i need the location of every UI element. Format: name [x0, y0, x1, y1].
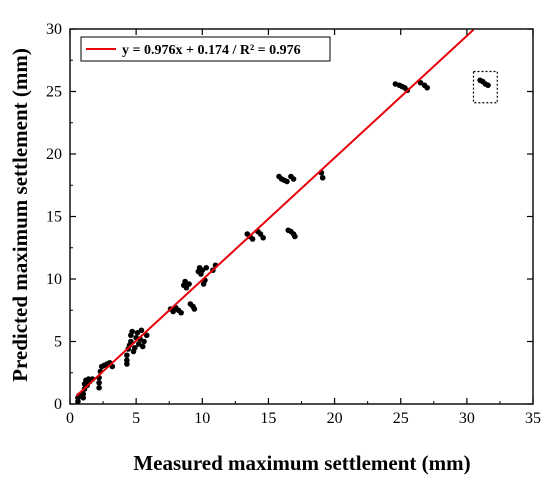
data-point: [485, 82, 491, 89]
data-point: [203, 264, 210, 271]
data-point: [319, 174, 326, 181]
data-point: [139, 343, 146, 350]
data-point: [191, 306, 198, 312]
data-point: [128, 338, 134, 345]
data-point: [249, 236, 256, 242]
x-tick-label: 35: [525, 410, 541, 427]
x-axis-title: Measured maximum settlement (mm): [133, 451, 470, 475]
y-tick-label: 25: [46, 84, 62, 101]
x-tick-label: 30: [459, 410, 475, 427]
data-point: [138, 327, 145, 334]
legend-box: [80, 36, 331, 62]
data-point: [129, 328, 135, 335]
x-tick-label: 10: [194, 410, 210, 427]
plot-frame: [69, 28, 534, 405]
data-point: [290, 176, 297, 182]
data-point: [132, 344, 138, 351]
y-axis-title: Predicted maximum settlement (mm): [8, 48, 32, 382]
x-tick-label: 20: [327, 410, 343, 427]
y-tick-label: 15: [46, 209, 62, 226]
data-point: [96, 379, 102, 386]
data-point: [141, 338, 147, 345]
fit-line: [75, 28, 475, 397]
highlight-box: [472, 70, 498, 104]
x-tick-label: 5: [132, 410, 140, 427]
data-point: [292, 233, 298, 240]
y-tick-label: 10: [46, 271, 62, 288]
data-point: [143, 332, 150, 339]
data-point: [178, 309, 184, 316]
data-point: [186, 281, 192, 287]
data-point: [96, 384, 102, 391]
legend-label: y = 0.976x + 0.174 / R² = 0.976: [122, 43, 301, 58]
data-point: [80, 391, 87, 397]
data-point: [124, 357, 130, 364]
x-tick-label: 25: [393, 410, 409, 427]
data-point: [124, 352, 130, 359]
y-tick-label: 5: [54, 334, 62, 351]
x-tick-label: 0: [66, 410, 74, 427]
y-tick-label: 20: [46, 146, 62, 163]
fit-line-layer: [75, 28, 475, 397]
x-tick-label: 15: [260, 410, 276, 427]
y-tick-label: 30: [46, 21, 62, 38]
axes: 0 5 10 15 20 25 30 35 0 5 10 15 20 25 30: [46, 21, 541, 427]
y-tick-label: 0: [54, 396, 62, 413]
data-point: [260, 234, 266, 241]
data-points: [75, 70, 498, 405]
data-point: [284, 178, 290, 185]
data-point: [424, 84, 430, 91]
legend: y = 0.976x + 0.174 / R² = 0.976: [80, 36, 331, 62]
